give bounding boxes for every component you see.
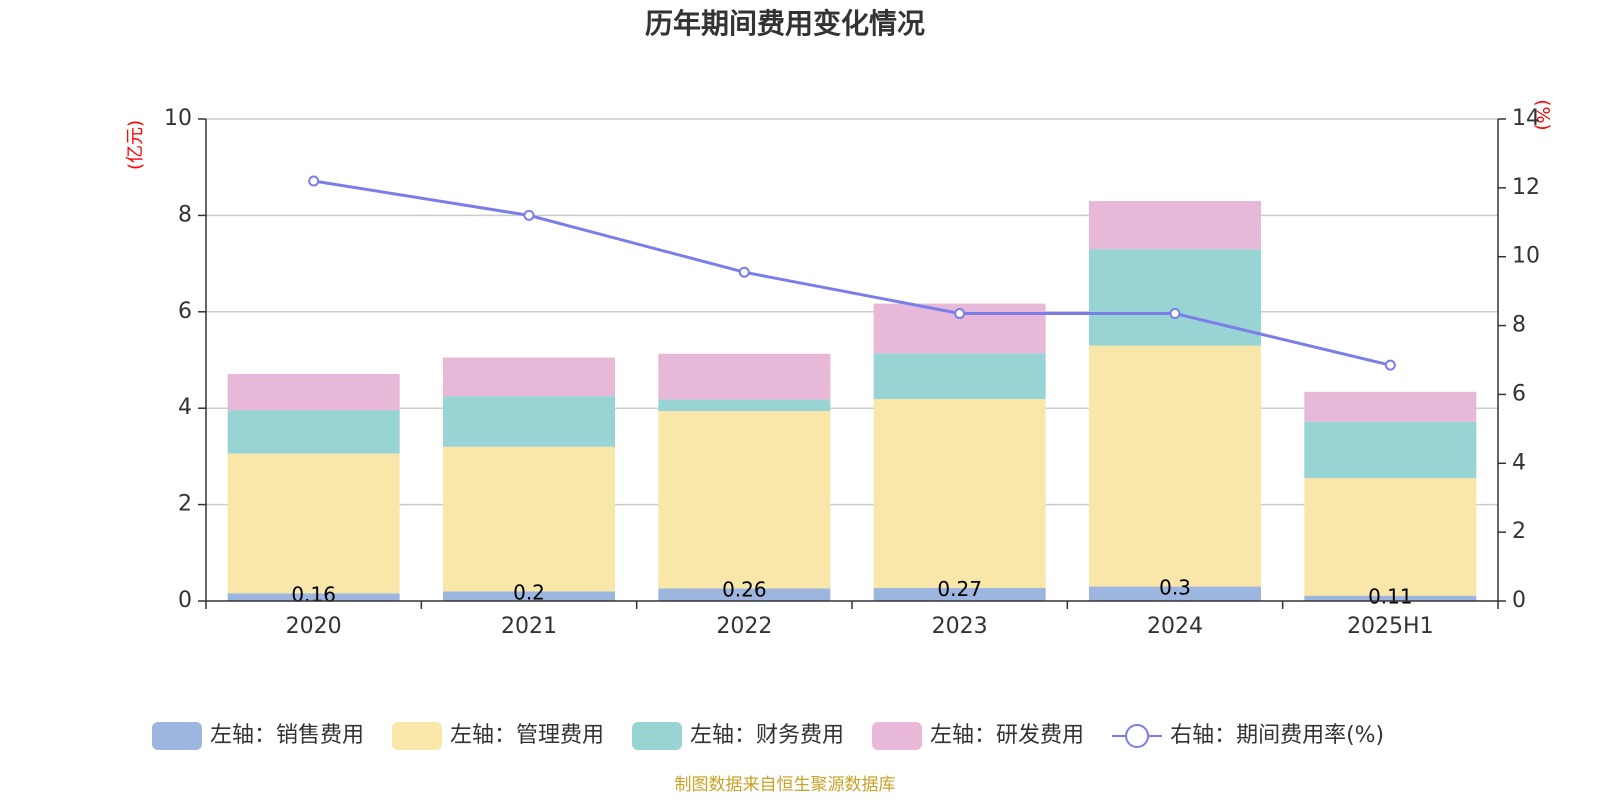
bar-0-2023 <box>873 587 1046 601</box>
bar-0-2021 <box>443 591 615 601</box>
right-tick-label-12: 12 <box>1512 175 1540 200</box>
source-note: 制图数据来自恒生聚源数据库 <box>675 775 896 795</box>
bars: 0.16 0.2 0.26 0.27 0.3 0.11 <box>227 200 1477 609</box>
x-tick-label-2025H1: 2025H1 <box>1347 614 1434 639</box>
rate-polyline <box>313 179 1391 367</box>
gridlines <box>206 118 1498 506</box>
legend-label: 左轴：研发费用 <box>930 723 1084 748</box>
rate-point-2020 <box>308 175 320 187</box>
right-tick-label-10: 10 <box>1512 244 1540 269</box>
left-tick-label-6: 6 <box>178 299 192 324</box>
bar-0-2020 <box>227 593 400 601</box>
left-tick-label-2: 2 <box>178 492 192 517</box>
bar-2-2020 <box>227 410 400 454</box>
legend: 左轴：销售费用 左轴：管理费用 左轴：财务费用 左轴：研发费用 右轴：期间费用率(%) <box>152 722 1384 750</box>
bar-3-2020 <box>227 373 400 411</box>
right-tick-label-14: 14 <box>1512 106 1540 131</box>
legend-swatch <box>632 722 683 750</box>
chart-title: 历年期间费用变化情况 <box>645 7 925 40</box>
bar-2-2024 <box>1089 249 1261 346</box>
x-tick-label-2021: 2021 <box>501 614 557 639</box>
rate-point-2021 <box>523 209 535 221</box>
bar-label-2025H1: 0.11 <box>1368 585 1413 609</box>
rate-point-2024 <box>1169 308 1181 320</box>
legend-swatch <box>872 722 923 750</box>
bar-2-2021 <box>443 396 615 447</box>
legend-label: 左轴：管理费用 <box>450 723 604 748</box>
left-tick-label-4: 4 <box>178 395 192 420</box>
legend-item-0: 左轴：销售费用 <box>152 722 364 750</box>
legend-item-3: 左轴：研发费用 <box>872 722 1084 750</box>
bar-1-2025H1 <box>1304 478 1477 596</box>
legend-circle-swatch <box>1125 724 1150 748</box>
bar-label-2024: 0.3 <box>1159 576 1191 600</box>
right-axis-unit: (%) <box>1532 99 1553 130</box>
x-tick-label-2020: 2020 <box>286 614 342 639</box>
bar-3-2022 <box>658 353 831 400</box>
bar-0-2025H1 <box>1304 595 1477 601</box>
rate-line <box>308 175 1396 371</box>
legend-swatch <box>152 722 202 750</box>
bar-2-2022 <box>658 399 831 412</box>
bar-1-2021 <box>443 446 615 592</box>
rate-point-2023 <box>954 308 966 320</box>
bar-1-2022 <box>658 411 831 589</box>
rate-point-2022 <box>738 266 750 278</box>
axes: 0 2 4 6 8 10 0 2 4 6 8 10 12 14 2020 2021 2022 2023 2024 20… <box>164 106 1540 639</box>
left-tick-label-0: 0 <box>178 588 192 613</box>
right-tick-label-0: 0 <box>1512 588 1526 613</box>
bar-2-2025H1 <box>1304 421 1477 479</box>
left-tick-label-10: 10 <box>164 106 192 131</box>
x-tick-label-2024: 2024 <box>1147 614 1203 639</box>
legend-item-1: 左轴：管理费用 <box>392 722 604 750</box>
bar-3-2021 <box>443 357 615 397</box>
legend-item-2: 左轴：财务费用 <box>632 722 844 750</box>
bar-1-2023 <box>873 399 1046 588</box>
bar-0-2022 <box>658 588 831 601</box>
right-tick-label-6: 6 <box>1512 381 1526 406</box>
bar-3-2024 <box>1089 200 1261 250</box>
x-tick-label-2022: 2022 <box>716 614 772 639</box>
bar-0-2024 <box>1089 586 1261 601</box>
legend-item-4: 右轴：期间费用率(%) <box>1112 723 1384 748</box>
rate-point-2025H1 <box>1384 359 1396 371</box>
bar-label-2020: 0.16 <box>291 582 336 606</box>
bar-1-2024 <box>1089 345 1261 587</box>
legend-swatch <box>392 722 443 750</box>
x-tick-label-2023: 2023 <box>932 614 988 639</box>
left-axis-unit: (亿元) <box>125 120 146 170</box>
legend-label: 左轴：财务费用 <box>690 723 844 748</box>
bar-3-2025H1 <box>1304 391 1477 422</box>
right-tick-label-2: 2 <box>1512 519 1526 544</box>
bar-2-2023 <box>873 353 1046 400</box>
bar-1-2020 <box>227 453 400 594</box>
right-tick-label-4: 4 <box>1512 450 1526 475</box>
bar-label-2022: 0.26 <box>722 577 767 601</box>
legend-label: 左轴：销售费用 <box>210 723 364 748</box>
left-tick-label-8: 8 <box>178 202 192 227</box>
legend-label: 右轴：期间费用率(%) <box>1170 723 1384 748</box>
bar-label-2023: 0.27 <box>937 577 982 601</box>
right-tick-label-8: 8 <box>1512 313 1526 338</box>
